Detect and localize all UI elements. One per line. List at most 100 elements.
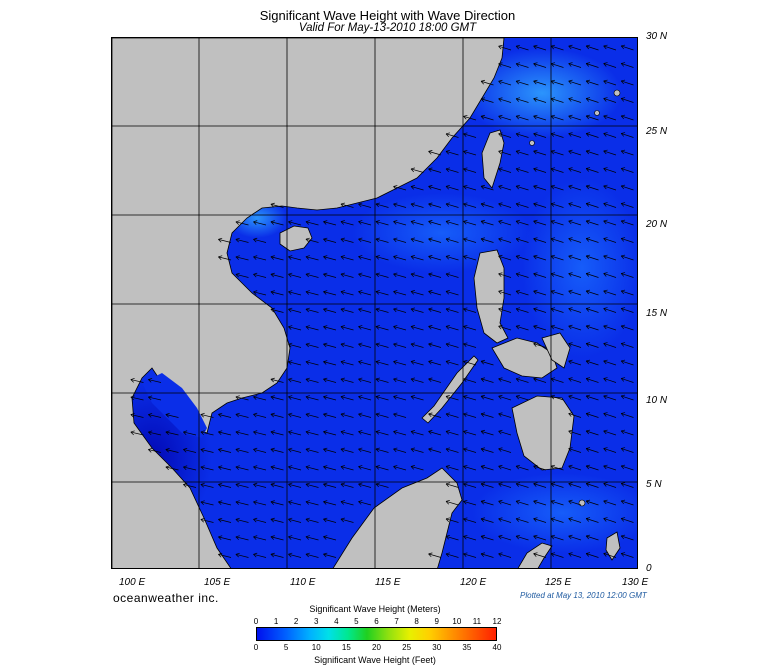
wave-arrow-head (603, 63, 607, 67)
wave-arrow-head (603, 219, 608, 222)
wave-arrow-head (253, 221, 257, 225)
wave-arrow-head (428, 221, 432, 225)
wave-arrow (340, 378, 354, 383)
wave-arrow-head (445, 483, 449, 488)
wave-arrow-head (410, 342, 415, 345)
wave-arrow-head (305, 256, 309, 260)
wave-arrow-head (551, 552, 556, 554)
wave-arrow (323, 291, 337, 296)
wave-arrow-head (270, 536, 274, 540)
wave-arrow (568, 325, 582, 331)
wave-arrow (305, 536, 319, 541)
wave-arrow (515, 290, 529, 296)
wave-arrow-head (375, 413, 379, 418)
wave-arrow (533, 325, 547, 331)
wave-arrow (586, 133, 599, 138)
wave-arrow (550, 395, 564, 401)
wave-arrow-head (533, 149, 538, 152)
wave-arrow-head (603, 114, 608, 117)
wave-arrow-head (620, 430, 625, 435)
wave-arrow (375, 483, 389, 488)
wave-arrow-head (288, 378, 292, 383)
wave-arrow (270, 536, 284, 541)
wave-arrow-head (550, 308, 555, 312)
wave-arrow (183, 449, 197, 453)
wave-arrow-head (270, 255, 275, 258)
wave-arrow (621, 535, 634, 541)
wave-arrow (498, 238, 512, 243)
wave-arrow (445, 343, 459, 348)
wave-arrow (568, 45, 582, 51)
wave-arrow (288, 536, 302, 541)
wave-arrow (463, 483, 477, 488)
wave-arrow (568, 518, 582, 523)
wave-arrow-head (148, 377, 153, 380)
wave-arrow (603, 430, 617, 436)
wave-arrow-head (288, 290, 293, 293)
wave-arrow-head (358, 237, 363, 240)
wave-arrow-head (551, 499, 556, 502)
wave-arrow (533, 220, 547, 226)
wave-arrow (410, 186, 424, 191)
wave-arrow-head (375, 447, 380, 450)
wave-arrow-head (410, 202, 415, 205)
wave-arrow (253, 518, 267, 523)
wave-arrow-head (375, 412, 380, 415)
wave-arrow (498, 413, 512, 418)
wave-arrow (305, 361, 319, 366)
wave-arrow-head (445, 466, 449, 470)
wave-arrow (498, 133, 512, 138)
wave-arrow-head (148, 431, 152, 436)
wave-arrow-head (375, 430, 380, 432)
wave-arrow-head (515, 255, 520, 260)
wave-arrow (393, 221, 407, 226)
wave-arrow-head (620, 395, 625, 400)
wave-arrow (621, 45, 634, 51)
wave-arrow-head (568, 553, 572, 557)
wave-arrow-head (550, 273, 555, 277)
wave-arrow-head (428, 273, 432, 278)
wave-arrow-head (288, 325, 293, 328)
wave-arrow-head (358, 448, 362, 453)
wave-arrow-head (463, 149, 468, 152)
wave-arrow (621, 203, 634, 208)
wave-arrow (235, 466, 249, 471)
wave-arrow-head (498, 272, 503, 275)
wave-arrow-head (393, 203, 397, 208)
wave-arrow-head (428, 167, 433, 170)
wave-arrow (358, 326, 372, 331)
wave-arrow-head (586, 184, 591, 187)
wave-arrow (253, 291, 267, 296)
wave-arrow-head (305, 272, 310, 275)
wave-arrow-head (148, 447, 153, 450)
wave-arrow-head (515, 517, 521, 520)
wave-arrow (515, 98, 529, 103)
wave-arrow (621, 255, 634, 261)
wave-arrow-head (445, 289, 450, 292)
wave-arrow-head (620, 150, 625, 155)
wave-arrow-head (568, 185, 572, 190)
wave-arrow (480, 115, 494, 121)
wave-arrow (621, 325, 634, 331)
wave-arrow-head (498, 80, 502, 85)
wave-arrow-head (305, 360, 310, 363)
wave-arrow-head (410, 238, 414, 243)
wave-arrow-head (585, 98, 590, 102)
wave-arrow (130, 414, 144, 418)
wave-arrow-head (270, 272, 275, 275)
wave-arrow-head (603, 517, 608, 519)
wave-arrow-head (568, 552, 573, 554)
wave-arrow (428, 308, 442, 313)
wave-arrow (445, 273, 459, 278)
wave-arrow-head (340, 307, 345, 310)
wave-arrow-head (358, 255, 363, 257)
wave-arrow-head (445, 412, 450, 415)
wave-arrow-head (533, 114, 538, 117)
wave-arrow-head (533, 98, 537, 102)
wave-arrow (270, 413, 284, 418)
wave-arrow-head (463, 203, 467, 207)
wave-arrow-head (445, 499, 450, 502)
wave-arrow-head (550, 465, 555, 470)
wave-arrow-head (586, 97, 591, 99)
wave-arrow-head (305, 501, 309, 505)
